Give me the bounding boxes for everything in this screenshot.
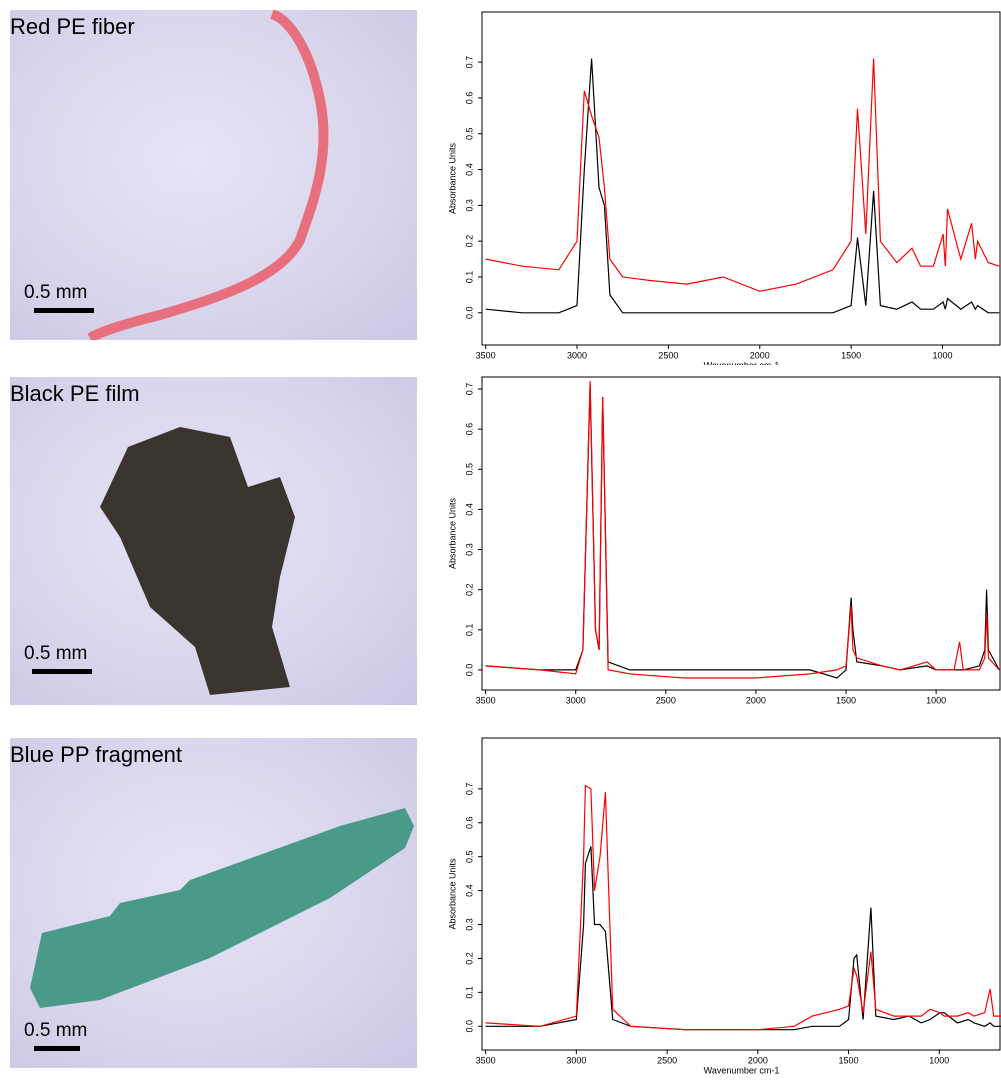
y-tick-label: 0.1 (464, 271, 474, 284)
y-tick-label: 0.2 (464, 235, 474, 248)
photo-label: Blue PP fragment (10, 742, 183, 767)
x-tick-label: 2500 (656, 695, 676, 705)
chart: 0.0 0.1 0.2 0.3 0.4 0.5 0.6 0.7 3500 3000 2500 2000… (447, 376, 1001, 705)
fragment (30, 808, 414, 1008)
y-tick-label: 0.7 (464, 383, 474, 396)
scale-bar (34, 1046, 80, 1051)
y-tick-label: 0.5 (464, 463, 474, 476)
x-tick-label: 3500 (476, 350, 496, 360)
y-tick-label: 0.7 (464, 56, 474, 69)
y-tick-label: 0.1 (464, 624, 474, 637)
x-tick-label: 1500 (839, 1055, 859, 1065)
photo: Black PE film 0.5 mm (10, 377, 417, 705)
x-tick-label: 2000 (750, 350, 770, 360)
x-tick-label: 1500 (836, 695, 856, 705)
y-tick-label: 0.6 (464, 423, 474, 436)
x-tick-label: 1500 (841, 350, 861, 360)
scale-label: 0.5 mm (24, 643, 88, 664)
spectrum-line (485, 846, 1001, 1031)
y-tick-label: 0.0 (464, 1020, 474, 1033)
spectrum-line (485, 58, 1000, 314)
y-tick-label: 0.3 (464, 543, 474, 556)
photo-drawing (100, 427, 295, 695)
x-tick-label: 2500 (658, 350, 678, 360)
spectrum-line (485, 58, 1000, 292)
photo-drawing (30, 808, 414, 1008)
fiber (87, 10, 329, 340)
y-axis-label: Absorbance Units (447, 858, 457, 930)
spectrum-line (485, 784, 1001, 1031)
x-tick-label: 1000 (926, 695, 946, 705)
x-tick-label: 1000 (929, 1055, 949, 1065)
y-tick-label: 0.3 (464, 199, 474, 212)
y-tick-label: 0.4 (464, 503, 474, 516)
x-tick-label: 3500 (476, 695, 496, 705)
photo-label: Red PE fiber (10, 14, 135, 39)
x-tick-label: 3000 (566, 695, 586, 705)
spectrum-line (485, 384, 1000, 679)
y-tick-label: 0.4 (464, 163, 474, 176)
photo-label: Black PE film (10, 381, 140, 406)
x-axis-label: Wavenumber cm-1 (704, 1065, 780, 1075)
y-axis-label: Absorbance Units (447, 142, 457, 214)
plot-frame (481, 737, 1001, 1051)
x-tick-label: 1000 (933, 350, 953, 360)
scale-bar (32, 669, 92, 674)
x-tick-label: 2500 (657, 1055, 677, 1065)
y-tick-label: 0.0 (464, 307, 474, 320)
y-tick-label: 0.6 (464, 817, 474, 830)
y-tick-label: 0.3 (464, 918, 474, 931)
y-tick-label: 0.1 (464, 986, 474, 999)
scale-label: 0.5 mm (24, 282, 88, 303)
y-tick-label: 0.2 (464, 583, 474, 596)
y-axis-label: Absorbance Units (447, 497, 457, 569)
plot-frame (481, 11, 1001, 346)
photo-drawing (87, 10, 329, 340)
y-tick-label: 0.2 (464, 952, 474, 965)
chart: 0.0 0.1 0.2 0.3 0.4 0.5 0.6 0.7 3500 3000 2500 2000… (447, 737, 1001, 1075)
x-axis-label: Wavenumber cm-1 (704, 360, 780, 365)
x-tick-label: 3000 (566, 1055, 586, 1065)
film (100, 427, 295, 695)
y-tick-label: 0.0 (464, 664, 474, 677)
x-tick-label: 2000 (746, 695, 766, 705)
plot-frame (481, 376, 1001, 691)
y-tick-label: 0.6 (464, 92, 474, 105)
scale-bar (34, 308, 94, 313)
y-tick-label: 0.5 (464, 127, 474, 140)
photo: Red PE fiber 0.5 mm (10, 10, 417, 340)
scale-label: 0.5 mm (24, 1020, 88, 1041)
y-tick-label: 0.4 (464, 884, 474, 897)
spectrum-line (485, 380, 1000, 679)
photo: Blue PP fragment 0.5 mm (10, 738, 417, 1068)
y-tick-label: 0.7 (464, 783, 474, 796)
x-tick-label: 3500 (476, 1055, 496, 1065)
chart: 0.0 0.1 0.2 0.3 0.4 0.5 0.6 0.7 3500 3000 2500 2000… (447, 11, 1001, 365)
x-tick-label: 3000 (567, 350, 587, 360)
x-tick-label: 2000 (748, 1055, 768, 1065)
y-tick-label: 0.5 (464, 850, 474, 863)
